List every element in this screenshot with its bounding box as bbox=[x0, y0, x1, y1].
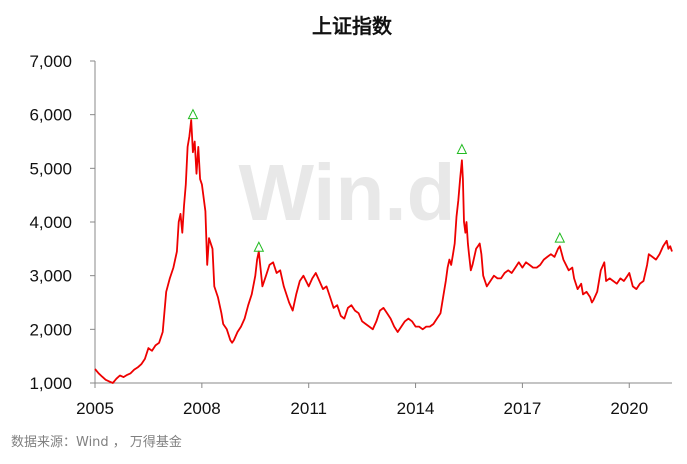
x-tick-label: 2017 bbox=[503, 399, 541, 418]
source-note: 数据来源：Wind ， 万得基金 bbox=[11, 434, 182, 450]
tick-labels: 1,000 2,000 3,000 4,000 5,000 6,000 7,000 2005 2… bbox=[29, 52, 648, 418]
y-tick-label: 5,000 bbox=[29, 159, 72, 178]
peak-markers bbox=[187, 108, 566, 252]
x-tick-label: 2020 bbox=[610, 399, 648, 418]
peak-marker bbox=[456, 143, 468, 155]
x-tick-label: 2011 bbox=[290, 399, 327, 418]
y-tick-label: 4,000 bbox=[29, 213, 72, 232]
x-tick-label: 2008 bbox=[183, 399, 221, 418]
watermark: Win.d bbox=[239, 148, 456, 237]
x-tick-label: 2014 bbox=[397, 399, 435, 418]
x-tick-label: 2005 bbox=[76, 399, 114, 418]
y-tick-label: 7,000 bbox=[29, 52, 72, 71]
chart-title: 上证指数 bbox=[312, 14, 393, 38]
y-tick-label: 3,000 bbox=[29, 267, 72, 286]
axes bbox=[90, 60, 672, 388]
y-tick-label: 2,000 bbox=[29, 320, 72, 339]
series-line bbox=[94, 119, 673, 384]
peak-marker bbox=[187, 108, 199, 120]
peak-marker bbox=[554, 231, 566, 243]
y-tick-label: 6,000 bbox=[29, 106, 72, 125]
peak-marker bbox=[253, 241, 265, 252]
y-tick-label: 1,000 bbox=[29, 374, 72, 393]
